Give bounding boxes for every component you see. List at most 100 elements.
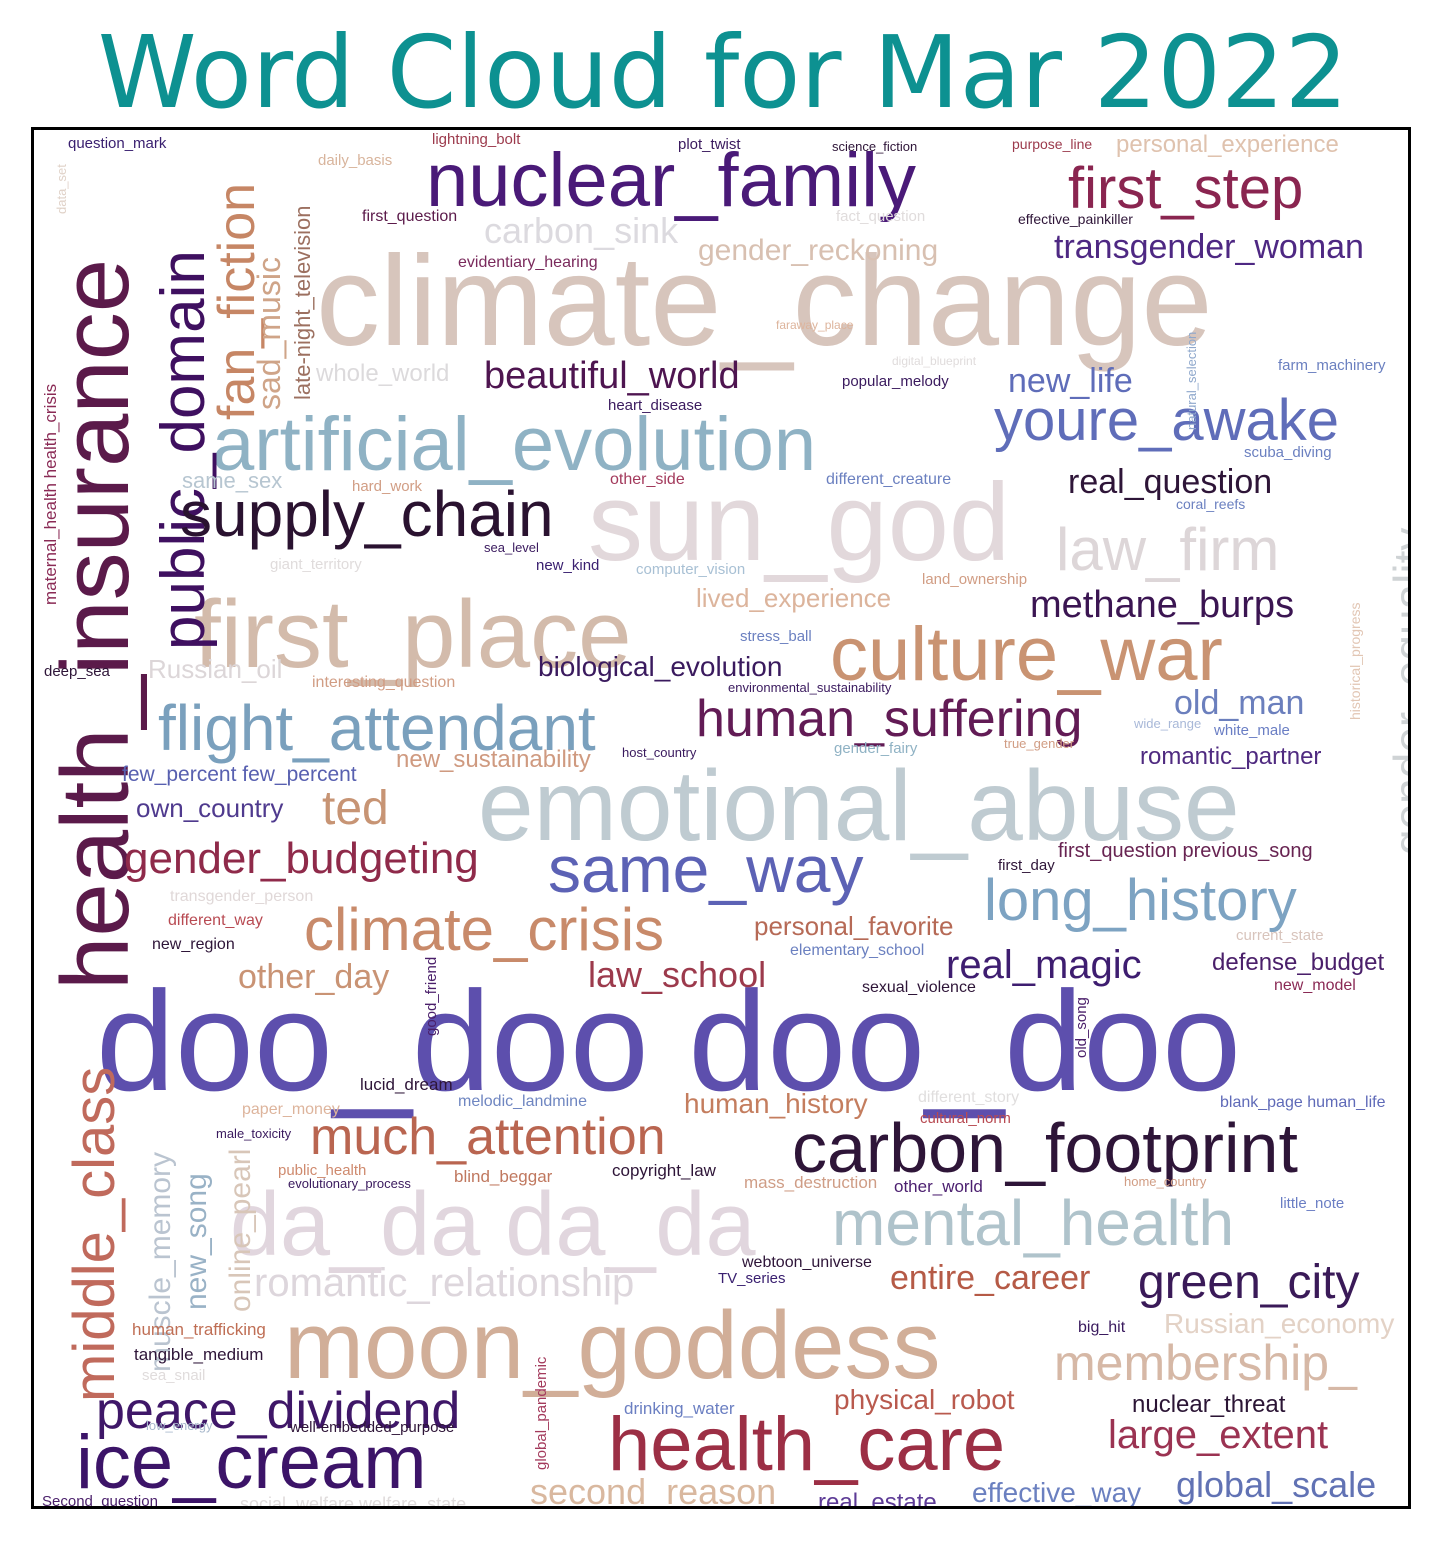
cloud-word: mental_health xyxy=(832,1187,1234,1259)
cloud-word: ted xyxy=(322,782,389,835)
cloud-word: coral_reefs xyxy=(1176,496,1245,512)
cloud-word: law_firm xyxy=(1056,516,1279,583)
cloud-word: farm_machinery xyxy=(1278,357,1386,374)
cloud-word: green_city xyxy=(1138,1256,1359,1309)
cloud-word: sad_music xyxy=(251,257,287,410)
cloud-word: sun_god xyxy=(588,461,1010,584)
cloud-word: new_life xyxy=(1008,362,1133,400)
cloud-word: gender_budgeting xyxy=(124,834,479,883)
cloud-word: hard_work xyxy=(352,478,423,495)
cloud-word: mass_destruction xyxy=(744,1173,877,1192)
cloud-word: sexual_violence xyxy=(862,979,976,996)
cloud-word: gender_fairy xyxy=(834,740,918,757)
cloud-word: few_percent few_percent xyxy=(122,763,357,786)
cloud-word: TV_series xyxy=(718,1270,786,1287)
cloud-word: health_insurance xyxy=(42,259,149,990)
cloud-word: flight_attendant xyxy=(158,692,596,764)
cloud-word: gender_equality xyxy=(1384,528,1411,855)
cloud-word: much_attention xyxy=(310,1108,666,1166)
cloud-word: middle_class xyxy=(62,1067,127,1402)
cloud-word: heart_disease xyxy=(608,397,702,414)
cloud-word: elementary_school xyxy=(790,942,924,959)
cloud-word: tangible_medium xyxy=(134,1345,263,1364)
cloud-word: Second_question xyxy=(42,1493,158,1509)
cloud-word: stress_ball xyxy=(740,628,812,645)
cloud-word: same_sex xyxy=(182,468,282,493)
cloud-word: environmental_sustainability xyxy=(728,680,892,695)
cloud-word: personal_favorite xyxy=(754,911,953,941)
cloud-word: sea_snail xyxy=(142,1367,205,1384)
cloud-word: blind_beggar xyxy=(454,1167,553,1186)
cloud-word: climate_change xyxy=(316,230,1213,373)
cloud-word: Russian_oil xyxy=(148,654,282,684)
cloud-word: new_sustainability xyxy=(396,746,591,773)
cloud-word: new_region xyxy=(152,936,235,953)
cloud-word: wide_range xyxy=(1133,716,1201,731)
cloud-word: computer_vision xyxy=(636,561,745,578)
cloud-word: little_note xyxy=(1280,1195,1344,1212)
cloud-word: deep_sea xyxy=(44,663,111,680)
cloud-word: transgender_person xyxy=(170,888,313,905)
cloud-word: different_creature xyxy=(826,471,951,488)
cloud-word: maternal_health health_crisis xyxy=(41,384,60,605)
cloud-word: blank_page human_life xyxy=(1220,1094,1386,1111)
cloud-word: true_gender xyxy=(1004,736,1075,751)
cloud-word: carbon_footprint xyxy=(792,1109,1298,1187)
cloud-word: da_da da_da xyxy=(230,1175,756,1275)
cloud-word: climate_crisis xyxy=(304,896,664,963)
cloud-word: youre_awake xyxy=(994,388,1339,453)
cloud-word: nuclear_threat xyxy=(1132,1391,1286,1418)
cloud-word: physical_robot xyxy=(834,1384,1015,1415)
cloud-word: long_history xyxy=(984,868,1297,933)
cloud-word: science_fiction xyxy=(832,139,917,154)
cloud-word: human_trafficking xyxy=(132,1320,266,1339)
cloud-word: first_step xyxy=(1068,156,1303,221)
cloud-word: romantic_relationship xyxy=(254,1261,634,1305)
word-cloud: doo_doo doo_doo climate_change emotional_a… xyxy=(41,131,1411,1509)
cloud-word: data_set xyxy=(54,164,69,214)
cloud-word: first_day xyxy=(998,857,1055,874)
cloud-word: second_reason xyxy=(530,1471,776,1509)
cloud-word: daily_basis xyxy=(318,152,392,169)
cloud-word: faraway_place xyxy=(776,318,854,332)
cloud-word: personal_experience xyxy=(1116,131,1339,158)
cloud-word: real_question xyxy=(1068,463,1272,501)
cloud-word: entire_career xyxy=(890,1259,1090,1297)
cloud-word: historical_progress xyxy=(1347,603,1363,721)
cloud-word: old_man xyxy=(1174,684,1304,722)
cloud-word: giant_territory xyxy=(270,556,362,573)
cloud-word: first_place xyxy=(194,581,632,688)
cloud-word: human_history xyxy=(684,1088,868,1119)
cloud-word: evidentiary_hearing xyxy=(458,254,598,271)
cloud-word: peace_dividend xyxy=(96,1382,460,1440)
cloud-word: other_world xyxy=(894,1177,983,1196)
cloud-word: popular_melody xyxy=(842,373,949,390)
cloud-word: culture_war xyxy=(830,612,1223,697)
cloud-word: large_extent xyxy=(1108,1413,1328,1457)
cloud-word: defense_budget xyxy=(1212,949,1384,976)
cloud-word: gender_reckoning xyxy=(698,234,938,267)
cloud-word: lived_experience xyxy=(696,583,891,613)
cloud-word: other_side xyxy=(610,471,685,488)
cloud-word: carbon_sink xyxy=(484,210,679,251)
cloud-word: fact_question xyxy=(836,208,925,225)
cloud-word: global_pandemic xyxy=(533,1356,550,1470)
cloud-word: natural_selection xyxy=(1184,332,1199,430)
cloud-word: methane_burps xyxy=(1030,584,1294,626)
cloud-word: romantic_partner xyxy=(1140,743,1321,770)
cloud-word: different_story xyxy=(918,1089,1019,1106)
word-cloud-frame: doo_doo doo_doo climate_change emotional_a… xyxy=(31,127,1411,1509)
cloud-word: male_toxicity xyxy=(216,1126,292,1141)
cloud-word: lucid_dream xyxy=(360,1075,453,1094)
cloud-word: good_friend xyxy=(423,957,440,1036)
cloud-word: ice_cream xyxy=(76,1420,427,1505)
cloud-word: home_country xyxy=(1124,1174,1207,1189)
cloud-word: nuclear_family xyxy=(426,138,916,223)
cloud-word: real_estate xyxy=(818,1489,937,1509)
cloud-word: digital_blueprint xyxy=(892,354,977,368)
cloud-word: big_hit xyxy=(1078,1319,1126,1336)
cloud-word: online_pearl xyxy=(224,1149,257,1312)
cloud-word: plot_twist xyxy=(678,136,741,153)
cloud-word: purpose_line xyxy=(1012,136,1092,152)
cloud-word: well-embedded_purpose xyxy=(289,1419,454,1436)
